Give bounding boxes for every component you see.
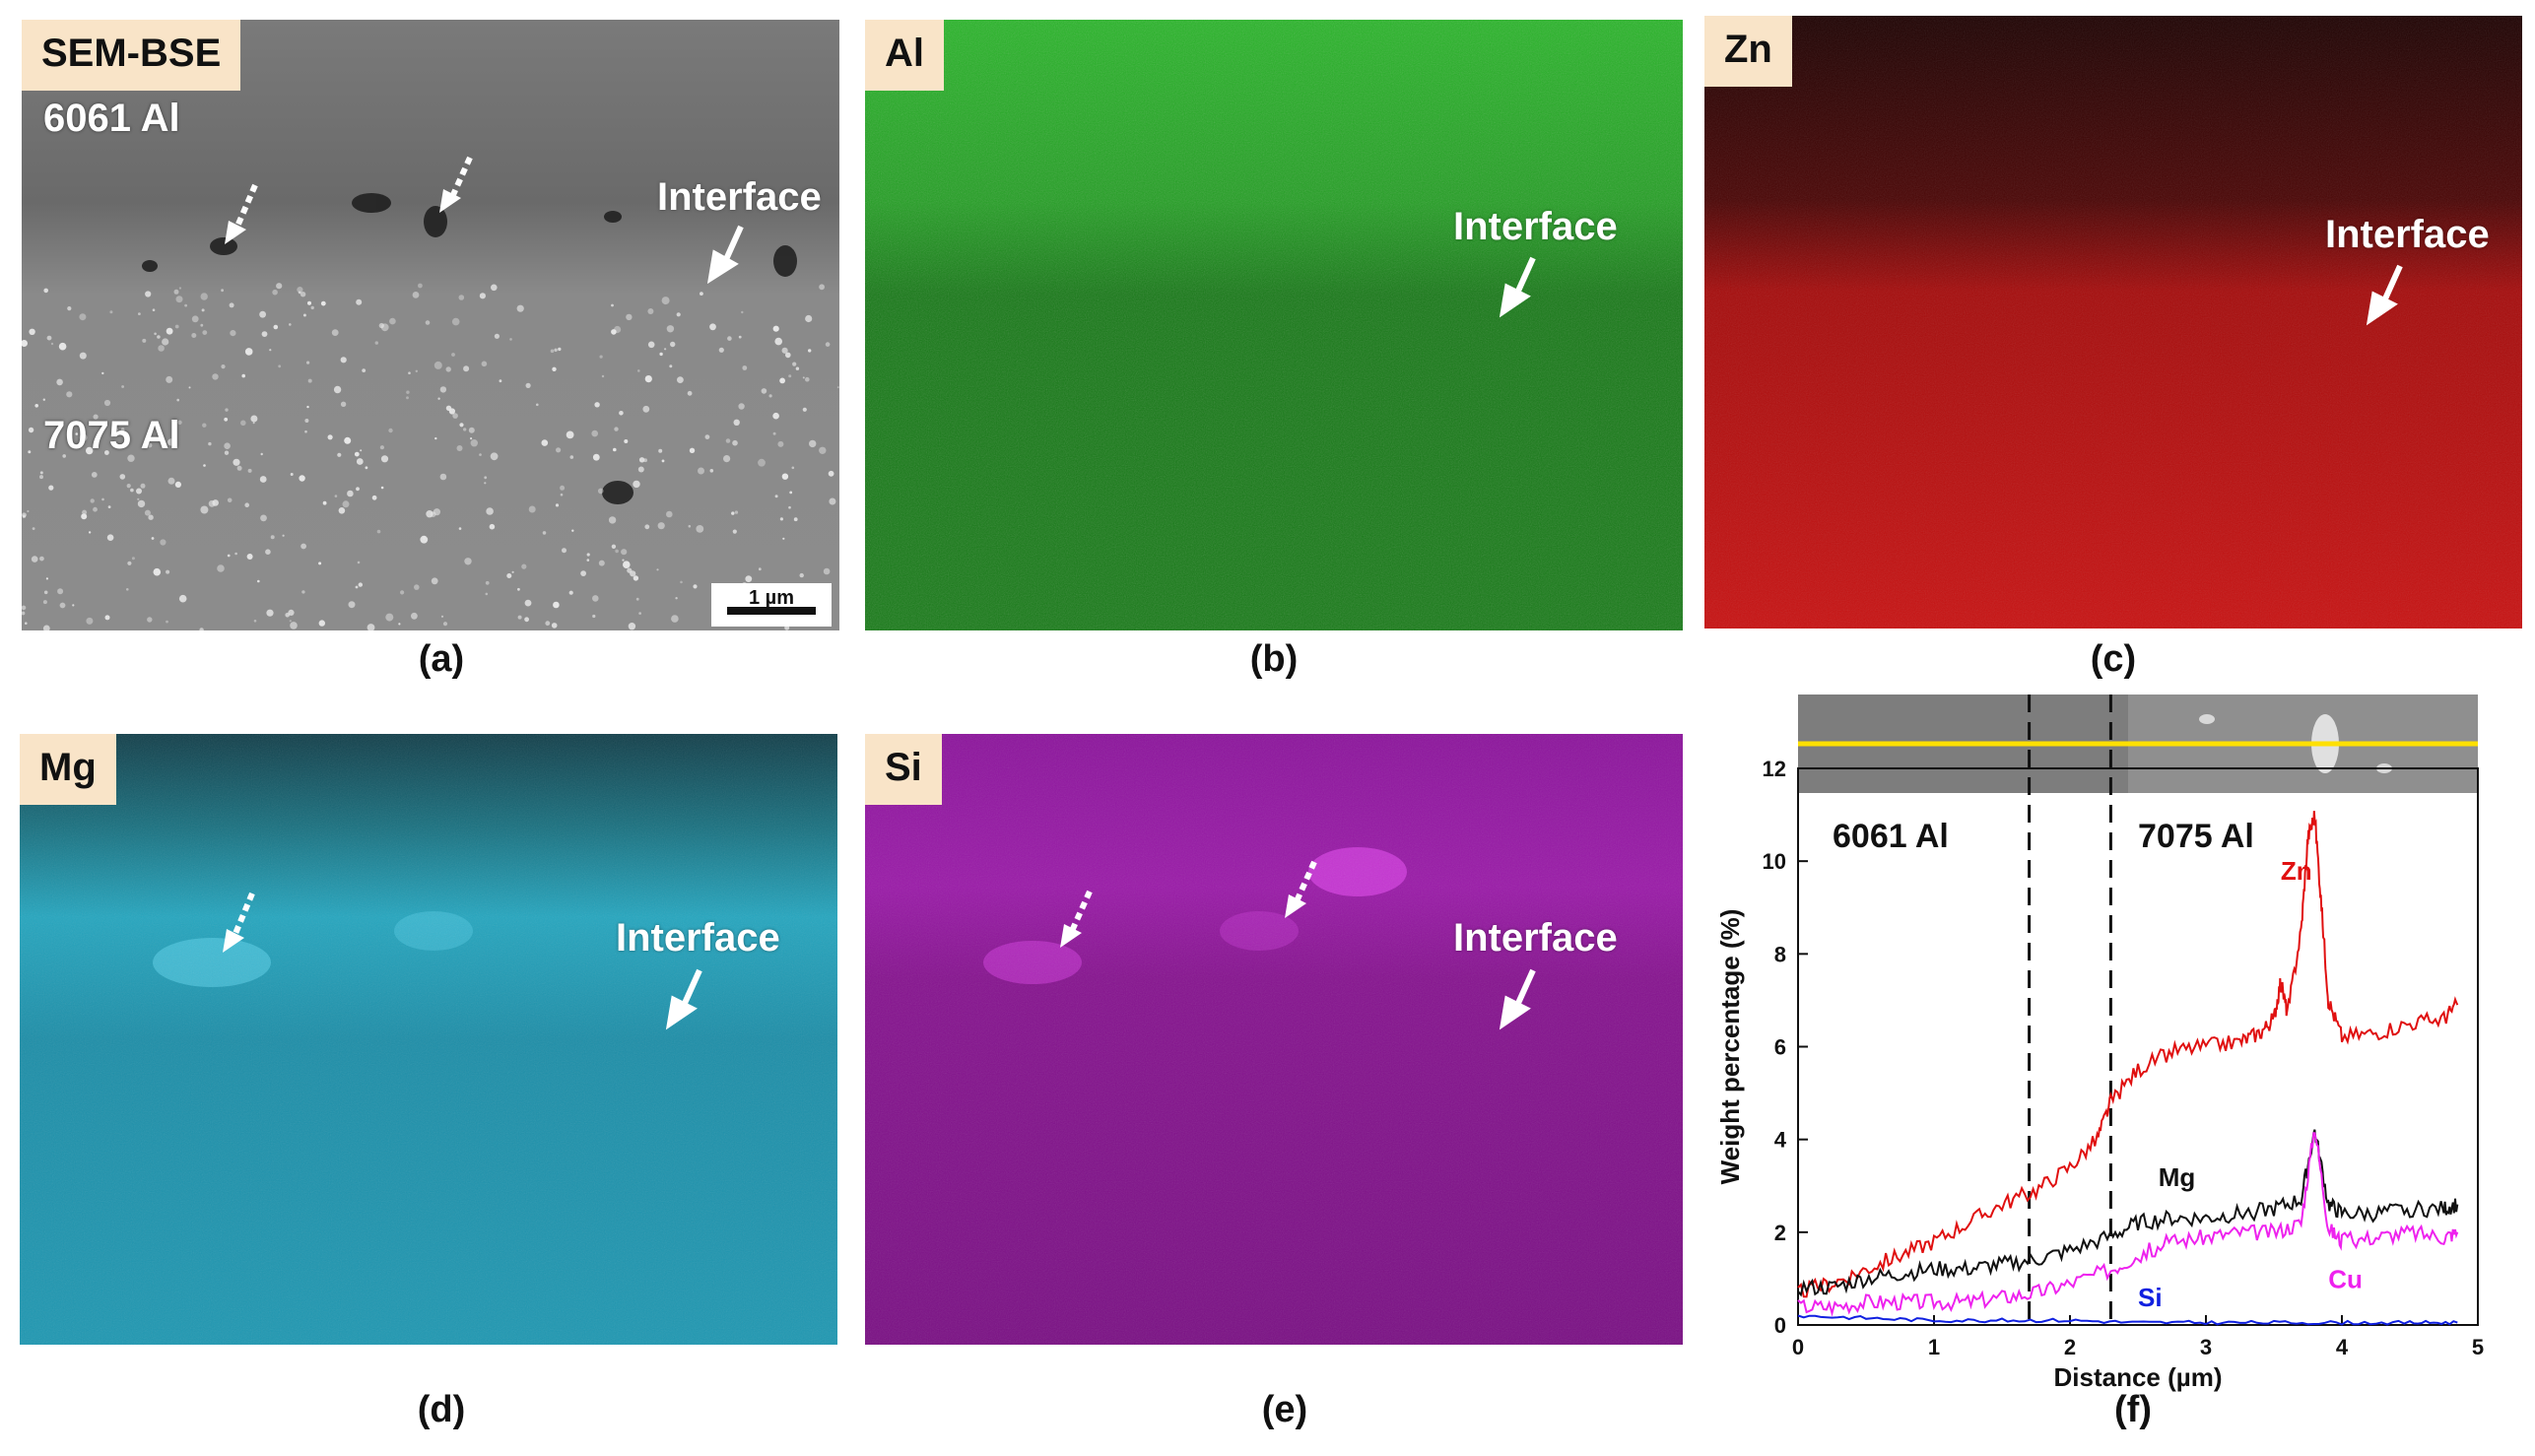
- arrows-overlay-a: [225, 156, 744, 285]
- dashed-arrow-icon: [1060, 860, 1317, 948]
- x-tick-label: 0: [1792, 1335, 1804, 1359]
- y-tick-label: 6: [1774, 1035, 1786, 1060]
- caption-f: (f): [2114, 1389, 2152, 1430]
- series-line-si: [1797, 1314, 2458, 1326]
- panel-c-badge: Zn: [1704, 16, 1792, 87]
- y-tick-label: 0: [1774, 1313, 1786, 1338]
- panel-b-al-map: Al Interface: [865, 20, 1683, 630]
- interface-label-d: Interface: [616, 916, 780, 960]
- arrows-overlay-e: [1060, 860, 1536, 1030]
- scale-bar-line: [727, 607, 816, 615]
- panel-c-zn-map: Zn Interface: [1704, 16, 2522, 629]
- series-label-si: Si: [2138, 1283, 2163, 1312]
- panel-a-sem-bse-image: SEM-BSE 6061 Al 7075 Al Interface 1 µm: [22, 20, 839, 630]
- y-tick-label: 4: [1774, 1128, 1787, 1153]
- x-tick-label: 3: [2200, 1335, 2212, 1359]
- y-tick-label: 2: [1774, 1221, 1786, 1245]
- y-tick-label: 12: [1763, 757, 1786, 781]
- sem-micrograph: [22, 20, 839, 630]
- interface-dashed-lines: [2028, 695, 2112, 1325]
- y-tick-label: 10: [1763, 849, 1786, 874]
- series-label-cu: Cu: [2328, 1264, 2363, 1293]
- chart-labels: 6061 Al 7075 Al Zn Mg Cu Si: [1833, 818, 2363, 1312]
- panel-b-badge: Al: [865, 20, 944, 91]
- caption-c: (c): [2090, 638, 2137, 680]
- si-eds-map: [865, 734, 1683, 1345]
- series-line-cu: [1797, 1132, 2459, 1317]
- interface-arrow-icon: [2366, 264, 2403, 326]
- region-label-7075: 7075 Al: [2138, 818, 2254, 855]
- interface-arrow-icon: [665, 968, 702, 1030]
- arrows-overlay-c: [2366, 264, 2403, 326]
- caption-a: (a): [418, 638, 465, 680]
- caption-e: (e): [1261, 1389, 1308, 1430]
- dashed-arrow-icon: [225, 156, 473, 244]
- interface-arrow-icon: [706, 225, 744, 285]
- y-axis-label: Weight percentage (%): [1715, 909, 1745, 1185]
- x-tick-label: 5: [2472, 1335, 2484, 1359]
- series-line-mg: [1797, 1129, 2459, 1297]
- x-tick-label: 4: [2336, 1335, 2349, 1359]
- line-scan-micrograph-strip: [1798, 695, 2478, 793]
- arrows-overlay-b: [1499, 256, 1536, 318]
- interface-label-e: Interface: [1453, 916, 1618, 960]
- interface-label-c: Interface: [2325, 213, 2490, 256]
- panel-d-mg-map: Mg Interface: [20, 734, 837, 1345]
- caption-d: (d): [417, 1389, 466, 1430]
- mg-eds-map: [20, 734, 837, 1345]
- sample-label-7075: 7075 Al: [43, 414, 180, 457]
- series-label-mg: Mg: [2159, 1162, 2196, 1192]
- zn-eds-map: [1704, 16, 2522, 629]
- interface-label-a: Interface: [657, 175, 822, 219]
- panel-a-badge: SEM-BSE: [22, 20, 241, 91]
- x-tick-label: 2: [2064, 1335, 2076, 1359]
- x-axis-label: Distance (µm): [2053, 1362, 2222, 1392]
- region-label-6061: 6061 Al: [1833, 818, 1949, 855]
- interface-label-b: Interface: [1453, 205, 1618, 248]
- scale-bar-label: 1 µm: [749, 587, 794, 609]
- x-tick-label: 1: [1928, 1335, 1940, 1359]
- sample-label-6061: 6061 Al: [43, 97, 180, 140]
- series-label-zn: Zn: [2281, 856, 2312, 886]
- y-tick-label: 8: [1774, 942, 1786, 966]
- panel-e-si-map: Si Interface: [865, 734, 1683, 1345]
- caption-b: (b): [1249, 638, 1299, 680]
- interface-arrow-icon: [1499, 256, 1536, 318]
- chart-series: [1797, 811, 2459, 1326]
- dashed-arrow-icon: [223, 892, 255, 953]
- series-line-zn: [1797, 811, 2459, 1298]
- al-eds-map: [865, 20, 1683, 630]
- interface-arrow-icon: [1499, 968, 1536, 1030]
- panel-d-badge: Mg: [20, 734, 116, 805]
- panel-e-badge: Si: [865, 734, 942, 805]
- scale-bar: 1 µm: [711, 583, 832, 627]
- arrows-overlay-d: [223, 892, 702, 1030]
